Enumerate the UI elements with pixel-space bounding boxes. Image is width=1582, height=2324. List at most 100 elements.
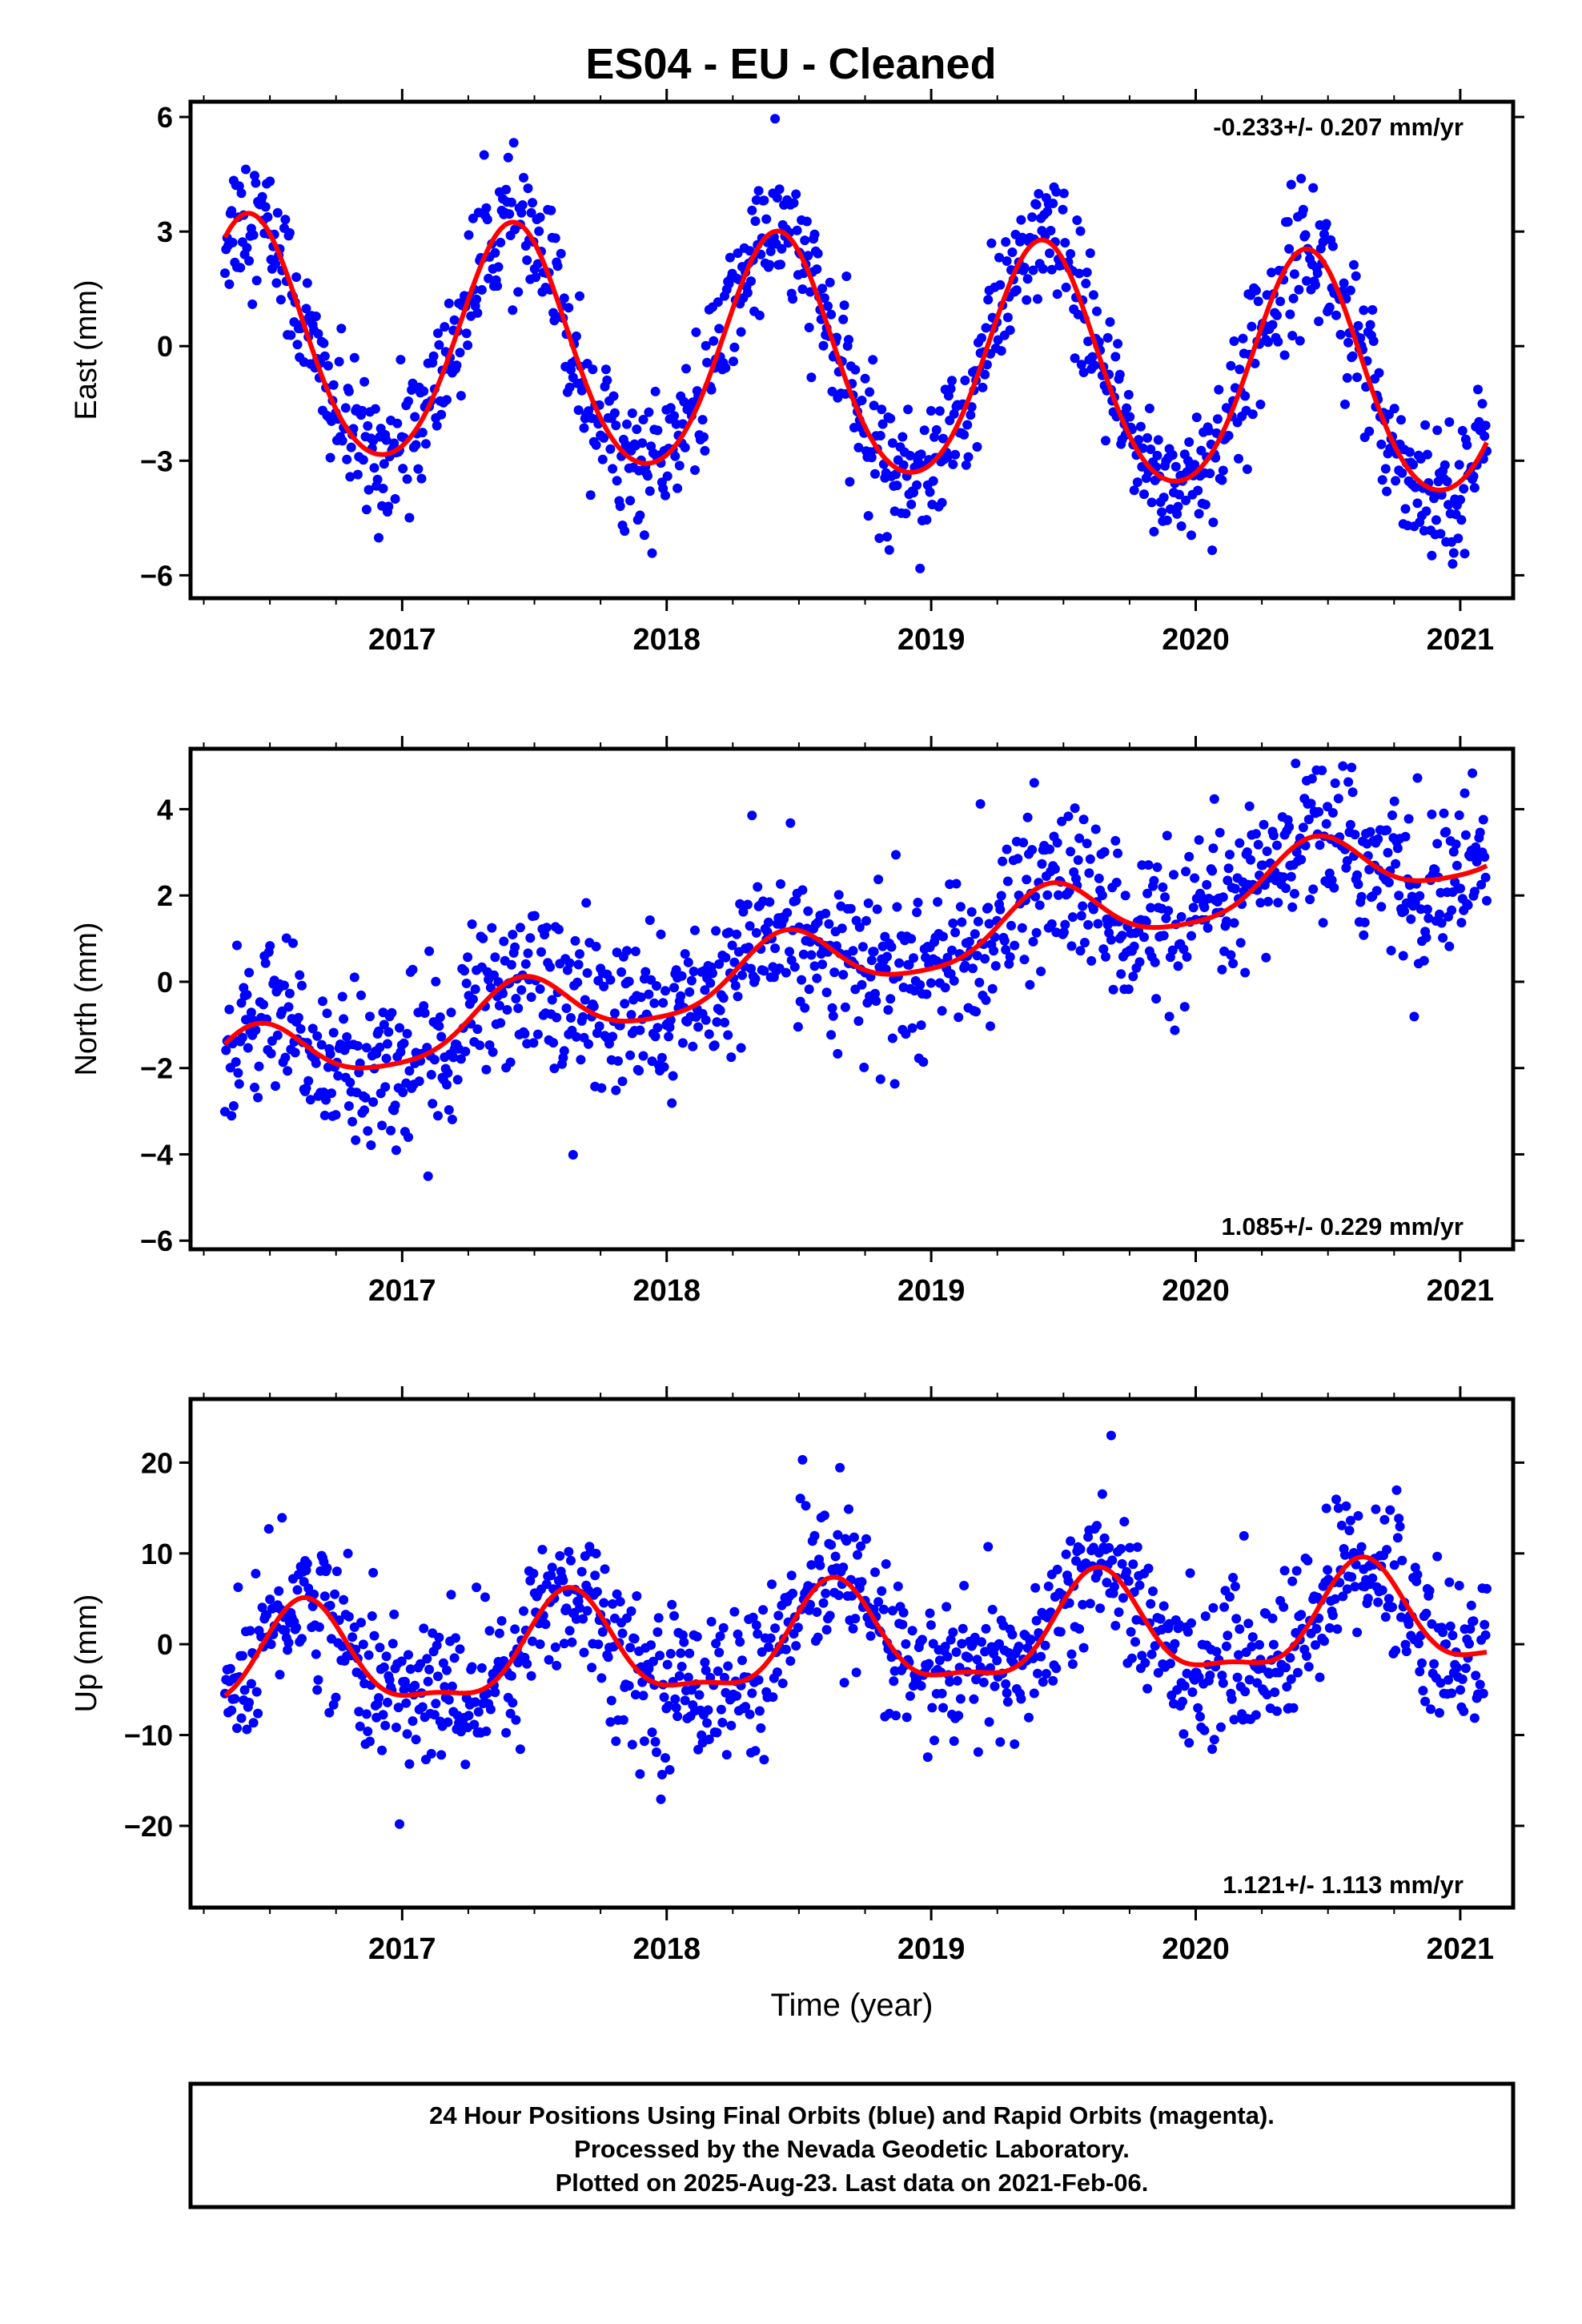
data-point (871, 996, 881, 1006)
data-point (833, 1590, 844, 1600)
data-point (667, 1098, 677, 1108)
data-point (765, 246, 776, 256)
data-point (767, 1579, 777, 1590)
data-point (662, 1659, 673, 1670)
data-point (1376, 902, 1387, 912)
data-point (1137, 1651, 1147, 1661)
data-point (1182, 1626, 1193, 1637)
data-point (1431, 515, 1441, 525)
data-point (1001, 1679, 1011, 1689)
y-tick-label: 10 (141, 1538, 173, 1570)
data-point (974, 977, 985, 987)
data-point (833, 1530, 843, 1540)
data-point (705, 978, 716, 988)
data-point (1085, 248, 1095, 259)
data-point (444, 298, 454, 308)
data-point (753, 186, 764, 196)
data-point (1471, 842, 1481, 852)
data-point (1323, 1565, 1333, 1575)
footer-line-3: Plotted on 2025-Aug-23. Last data on 202… (556, 2169, 1149, 2197)
data-point (576, 1055, 586, 1065)
data-point (1028, 265, 1038, 275)
data-point (1203, 923, 1213, 933)
data-point (882, 951, 892, 962)
data-point (576, 1566, 587, 1577)
data-point (718, 1622, 729, 1633)
data-point (1242, 464, 1252, 474)
data-point (758, 1605, 769, 1615)
data-point (1353, 1510, 1363, 1521)
data-point (1148, 1586, 1158, 1596)
data-point (1441, 1639, 1452, 1649)
data-point (1262, 1690, 1272, 1699)
data-point (1382, 486, 1392, 497)
data-point (659, 1692, 669, 1703)
data-point (1208, 843, 1219, 854)
data-point (274, 1586, 284, 1596)
data-point (745, 921, 755, 931)
data-point (377, 1120, 387, 1131)
data-point (872, 904, 882, 915)
data-point (637, 1677, 648, 1687)
data-point (934, 406, 945, 416)
data-point (319, 1110, 330, 1120)
data-point (1060, 238, 1070, 248)
data-point (1030, 891, 1041, 902)
rate-annotation: -0.233+/- 0.207 mm/yr (1213, 113, 1464, 141)
y-axis-label: East (mm) (70, 279, 103, 420)
data-point (1208, 1602, 1219, 1613)
data-point (379, 459, 389, 469)
data-point (1034, 900, 1045, 911)
data-point (582, 968, 592, 978)
data-point (1319, 1636, 1329, 1647)
x-tick-label: 2018 (632, 623, 701, 657)
data-point (1311, 1640, 1320, 1651)
data-point (972, 1655, 982, 1665)
data-point (1377, 475, 1387, 485)
data-point (1432, 425, 1443, 436)
data-point (297, 1634, 307, 1644)
data-point (928, 476, 938, 486)
data-point (934, 1655, 945, 1666)
data-point (916, 1020, 926, 1031)
data-point (1107, 1555, 1118, 1566)
data-point (901, 509, 911, 519)
data-point (1041, 1669, 1051, 1679)
data-point (821, 1625, 832, 1635)
data-point (723, 1661, 733, 1671)
data-point (243, 1043, 253, 1053)
data-point (1283, 217, 1293, 227)
data-point (661, 1753, 670, 1763)
data-point (372, 474, 383, 485)
data-point (1298, 822, 1308, 833)
data-point (250, 171, 259, 181)
data-point (535, 1639, 545, 1650)
data-point (963, 452, 974, 462)
data-point (827, 386, 837, 396)
data-point (365, 1011, 375, 1022)
data-point (644, 989, 654, 999)
data-point (1316, 702, 1326, 712)
data-point (1262, 846, 1272, 856)
data-point (236, 188, 247, 199)
data-point (838, 970, 849, 980)
data-point (674, 1671, 685, 1681)
data-point (1155, 1614, 1166, 1624)
data-point (954, 1711, 964, 1721)
data-point (345, 1077, 355, 1088)
data-point (893, 1581, 903, 1591)
data-point (606, 1695, 616, 1706)
data-point (620, 999, 630, 1009)
data-point (882, 532, 892, 542)
data-point (235, 263, 246, 273)
data-point (759, 1755, 769, 1765)
data-point (588, 364, 598, 375)
data-point (526, 992, 536, 1003)
data-point (463, 952, 473, 963)
data-point (488, 1047, 498, 1057)
data-point (737, 1655, 747, 1666)
data-point (1456, 515, 1467, 525)
data-point (1061, 1549, 1071, 1559)
data-point (1079, 938, 1090, 947)
data-point (603, 1652, 613, 1663)
